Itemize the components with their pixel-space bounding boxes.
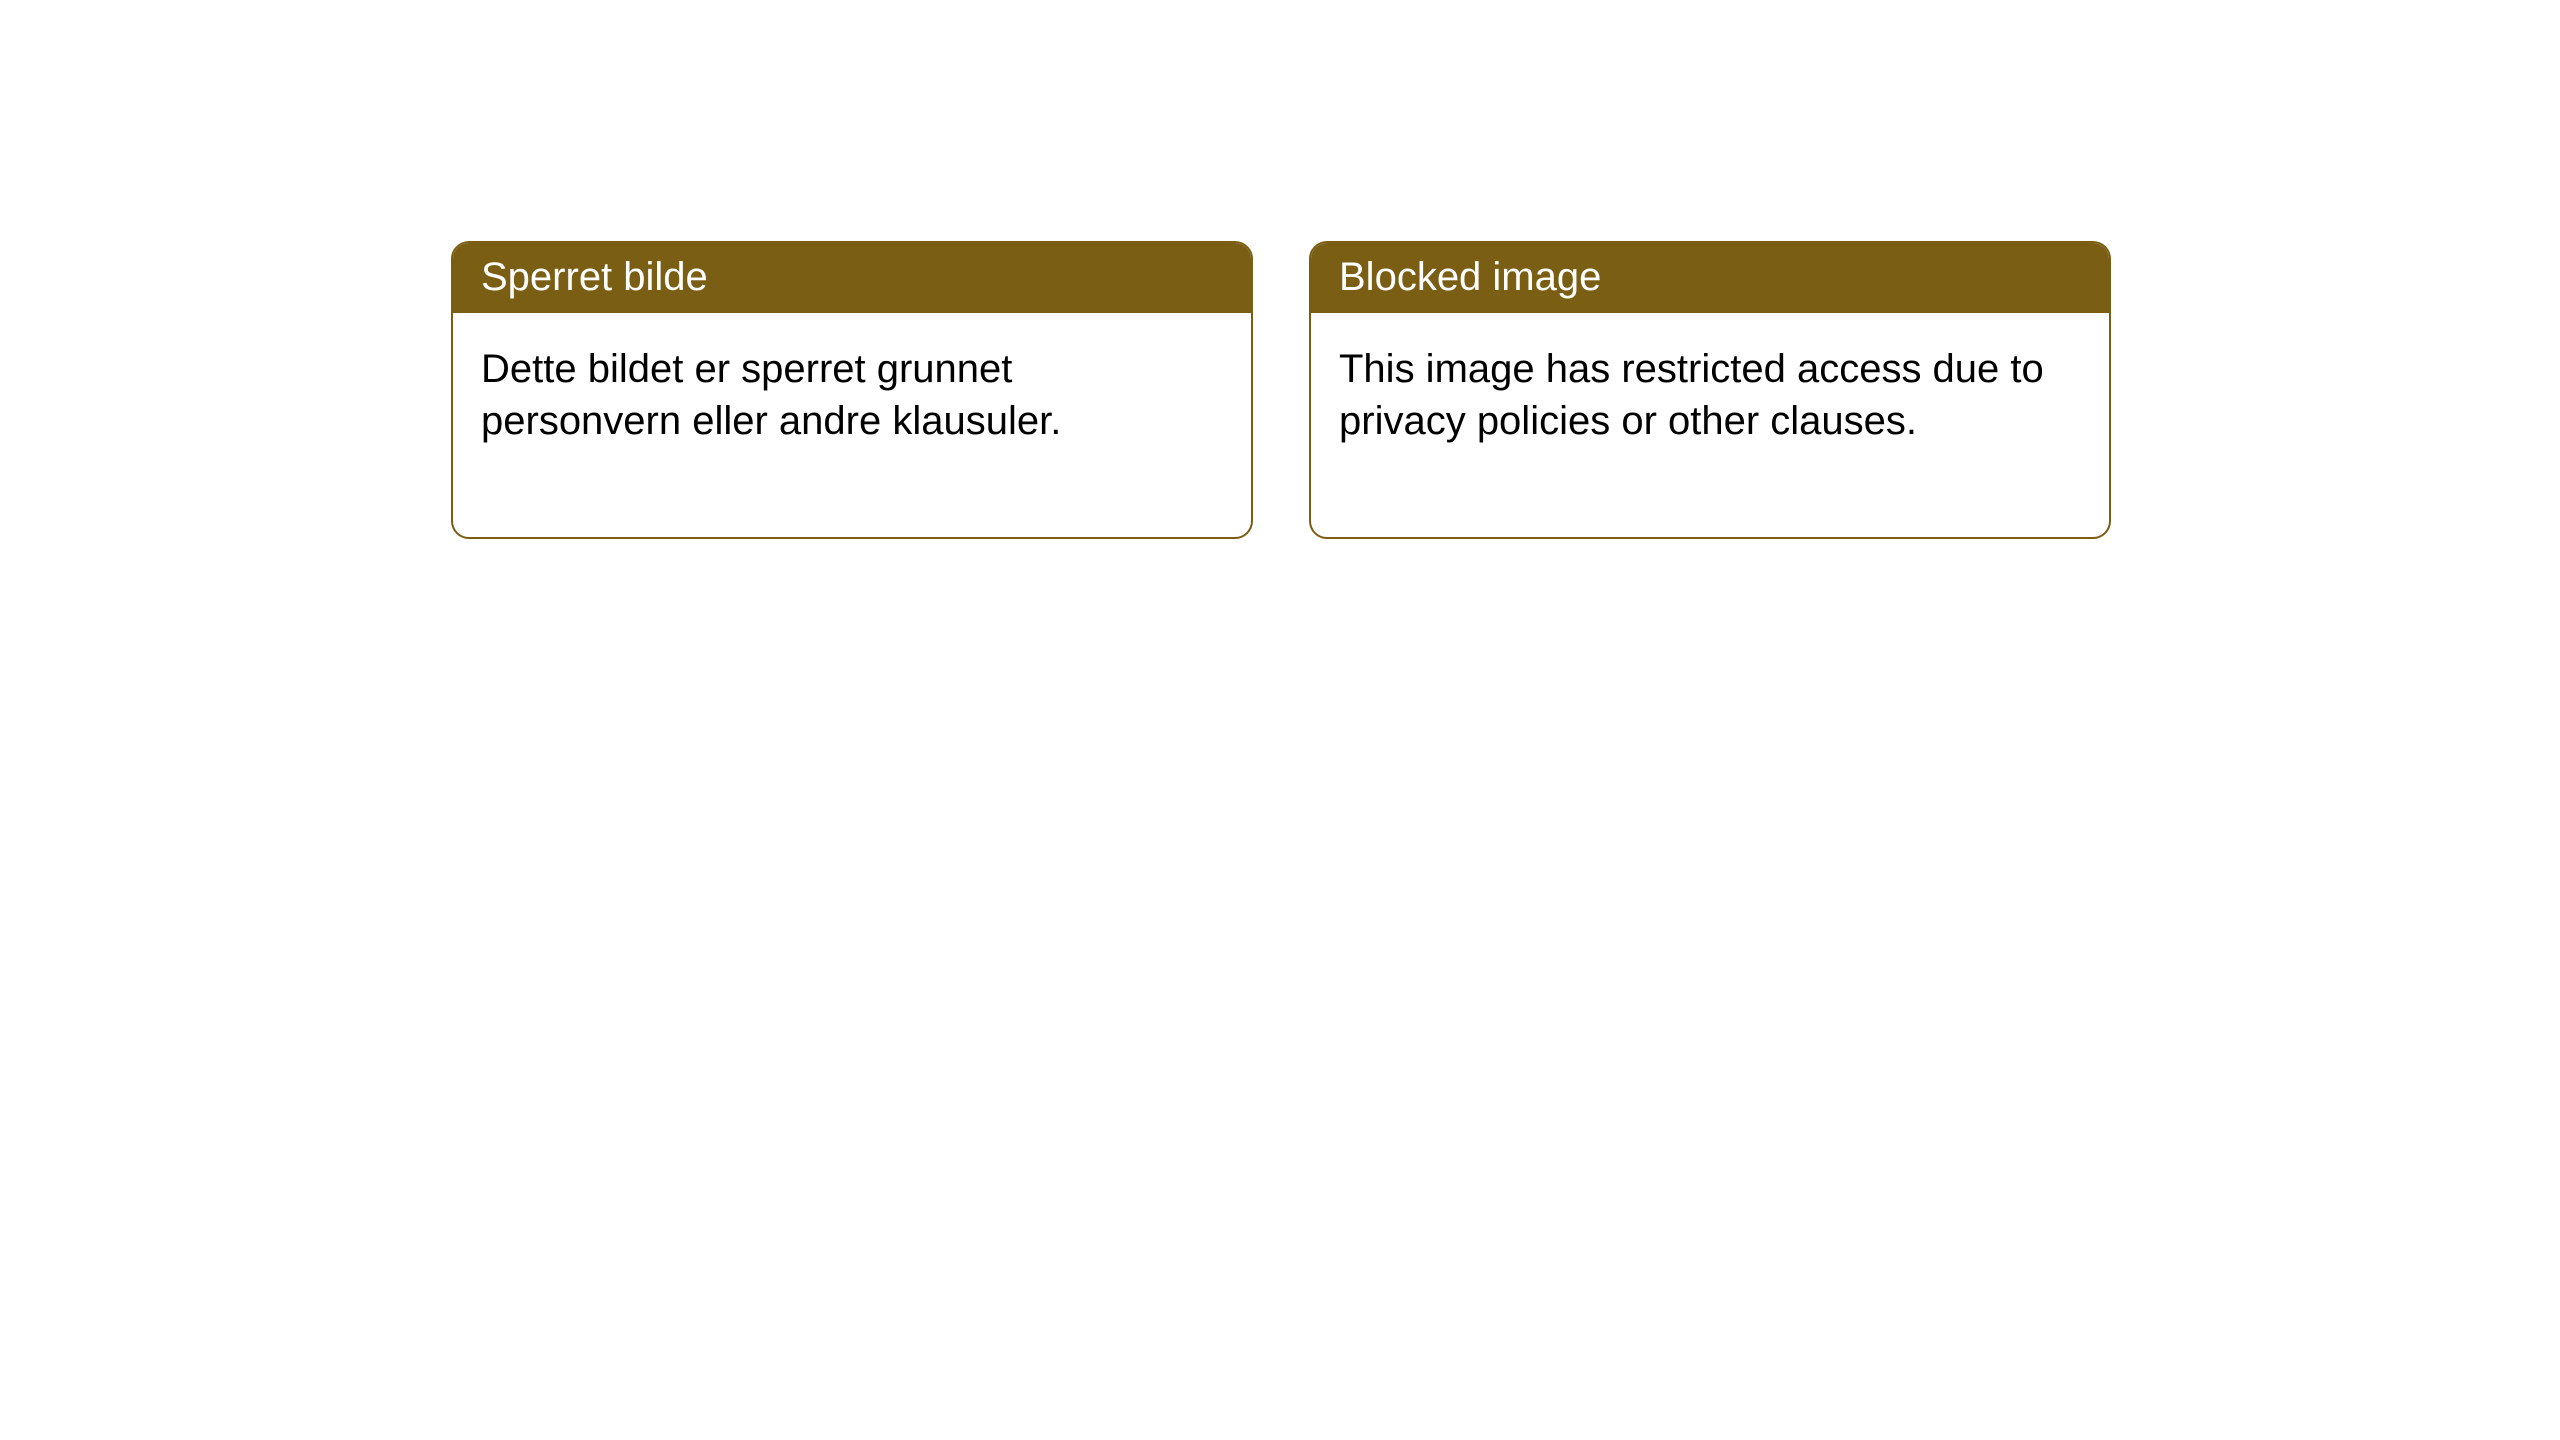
notice-card-norwegian: Sperret bilde Dette bildet er sperret gr… <box>451 241 1253 539</box>
notice-title-norwegian: Sperret bilde <box>453 243 1251 313</box>
notice-body-english: This image has restricted access due to … <box>1311 313 2109 537</box>
notice-card-english: Blocked image This image has restricted … <box>1309 241 2111 539</box>
notice-container: Sperret bilde Dette bildet er sperret gr… <box>451 241 2111 539</box>
notice-title-english: Blocked image <box>1311 243 2109 313</box>
notice-body-norwegian: Dette bildet er sperret grunnet personve… <box>453 313 1251 537</box>
